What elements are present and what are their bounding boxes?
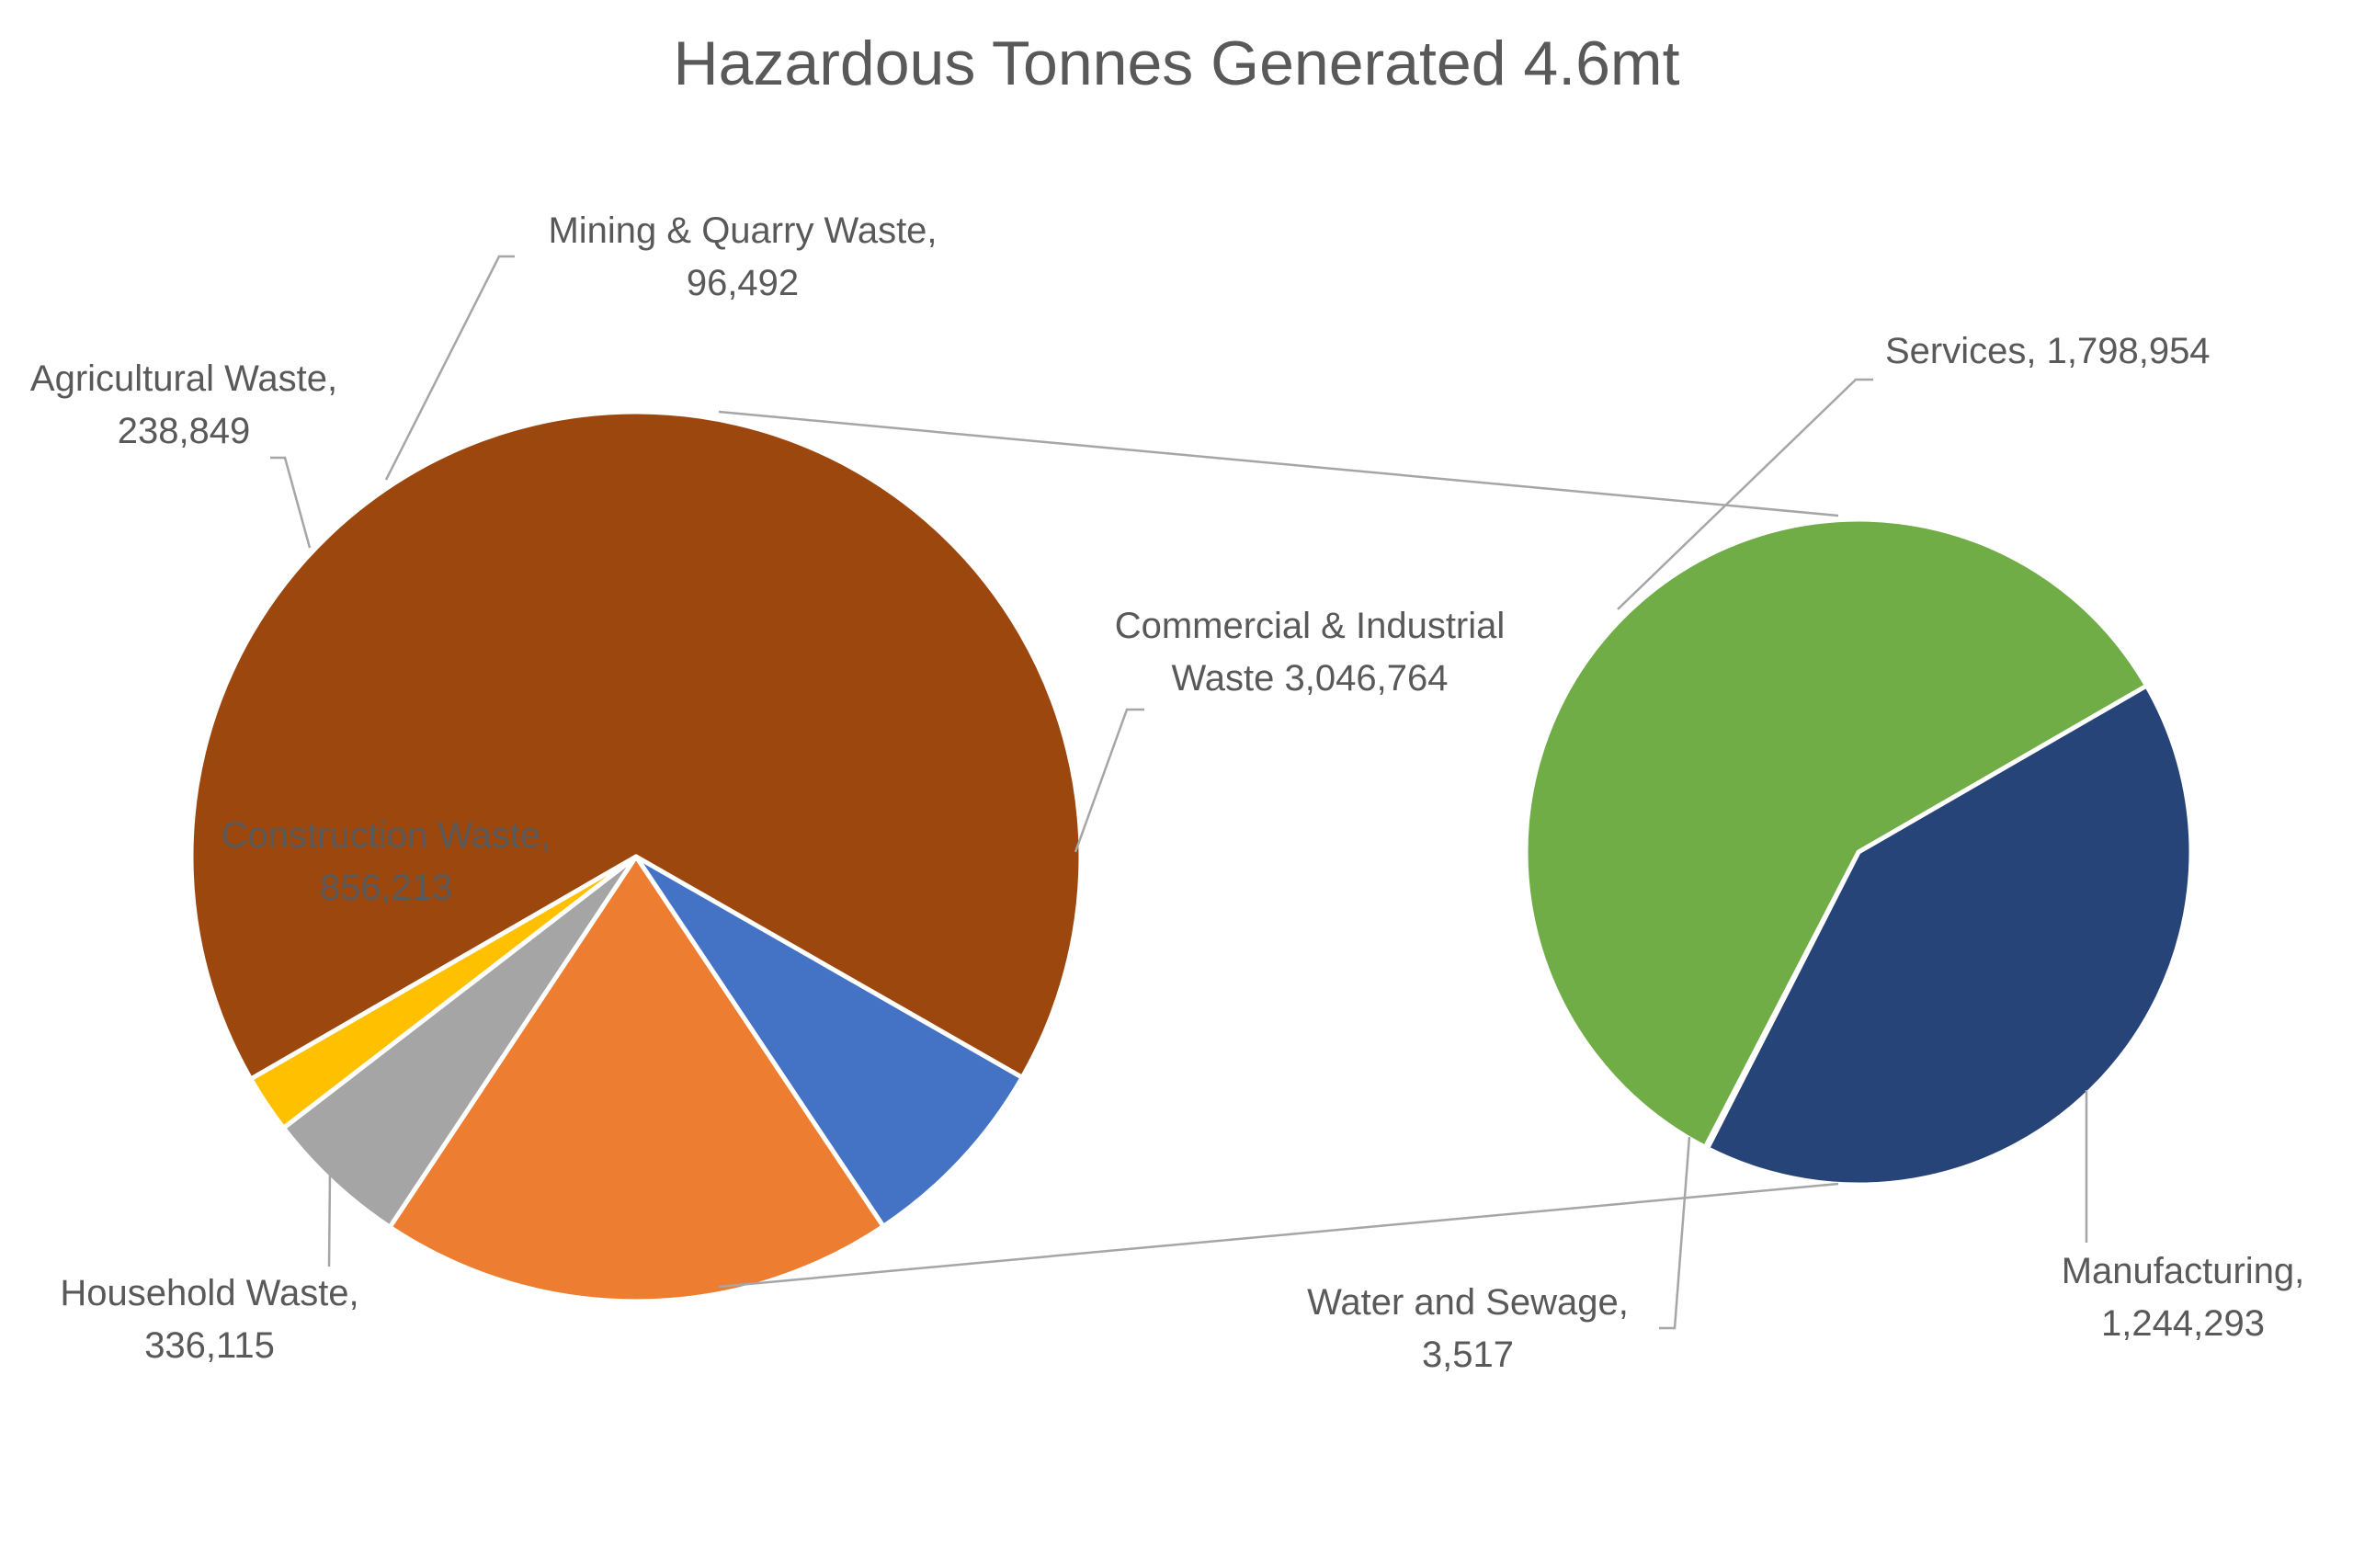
data-label-line: Household Waste, bbox=[60, 1273, 358, 1313]
slice-mining bbox=[248, 854, 639, 1131]
data-label-construction: Construction Waste, 856,213 bbox=[222, 815, 551, 908]
slice-construction bbox=[387, 854, 886, 1304]
slice-commercial bbox=[188, 409, 1084, 1082]
secondary-pie-slices bbox=[1523, 517, 2194, 1187]
slice-manufacturing bbox=[1705, 683, 2194, 1187]
data-label-line: Services, 1,798,954 bbox=[1885, 331, 2211, 371]
data-label-line: Waste 3,046,764 bbox=[1172, 658, 1449, 699]
slice-agricultural bbox=[281, 854, 639, 1230]
label-leader-lines bbox=[270, 255, 2088, 1330]
slice-household bbox=[633, 854, 1025, 1229]
leader-line-water bbox=[1659, 1136, 1691, 1330]
data-label-line: Manufacturing, bbox=[2062, 1251, 2305, 1291]
data-label-line: 96,492 bbox=[687, 263, 799, 303]
connector-line-top bbox=[718, 410, 1839, 517]
data-label-line: Mining & Quarry Waste, bbox=[548, 210, 937, 251]
data-label-commercial: Commercial & Industrial Waste 3,046,764 bbox=[1115, 606, 1506, 699]
data-label-line: Water and Sewage, bbox=[1307, 1282, 1629, 1323]
data-label-manufacturing: Manufacturing, 1,244,293 bbox=[2062, 1251, 2305, 1344]
leader-line-mining bbox=[384, 255, 515, 481]
data-label-line: Construction Waste, bbox=[222, 815, 551, 856]
connector-line-bottom bbox=[718, 1182, 1839, 1289]
data-label-line: 3,517 bbox=[1422, 1335, 1514, 1375]
data-labels: Commercial & Industrial Waste 3,046,764 Ho… bbox=[30, 210, 2304, 1375]
data-label-water: Water and Sewage, 3,517 bbox=[1307, 1282, 1629, 1375]
data-label-line: 856,213 bbox=[320, 868, 453, 908]
data-label-line: Commercial & Industrial bbox=[1115, 606, 1506, 646]
leader-line-agricultural bbox=[270, 456, 312, 549]
main-pie-slices bbox=[188, 409, 1084, 1304]
chart-title: Hazardous Tonnes Generated 4.6mt bbox=[673, 28, 1680, 98]
pie-connector-lines bbox=[718, 410, 1839, 1289]
data-label-household: Household Waste, 336,115 bbox=[60, 1273, 358, 1366]
data-label-agricultural: Agricultural Waste, 238,849 bbox=[30, 358, 337, 451]
data-label-line: Agricultural Waste, bbox=[30, 358, 337, 399]
slice-services bbox=[1523, 517, 2149, 1150]
leader-line-household bbox=[327, 1172, 332, 1267]
leader-line-services bbox=[1617, 378, 1873, 610]
data-label-mining: Mining & Quarry Waste, 96,492 bbox=[548, 210, 937, 303]
data-label-line: 336,115 bbox=[144, 1325, 275, 1366]
leader-line-commercial bbox=[1074, 708, 1144, 853]
data-label-line: 1,244,293 bbox=[2101, 1303, 2265, 1344]
data-label-line: 238,849 bbox=[118, 411, 251, 451]
data-label-services: Services, 1,798,954 bbox=[1885, 331, 2211, 371]
